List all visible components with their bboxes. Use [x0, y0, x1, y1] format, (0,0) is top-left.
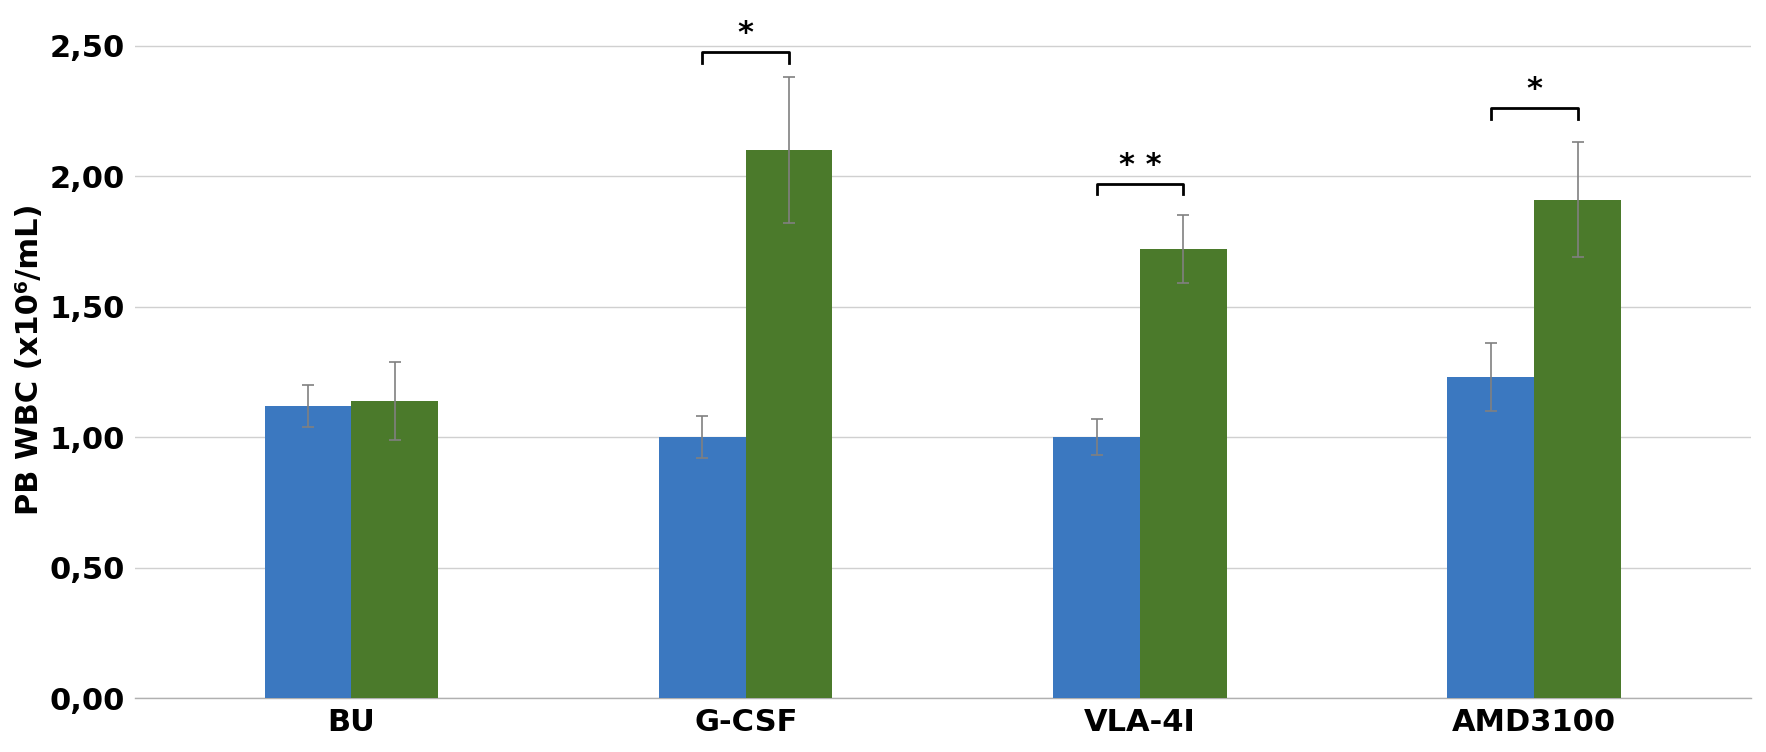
Bar [1535, 199, 1621, 699]
Text: * *: * * [1118, 151, 1162, 180]
Bar [1448, 378, 1535, 699]
Bar [351, 401, 438, 699]
Text: *: * [1526, 75, 1542, 105]
Bar [659, 437, 745, 699]
Text: *: * [738, 20, 754, 48]
Bar [265, 406, 351, 699]
Bar [1139, 249, 1227, 699]
Y-axis label: PB WBC (x10⁶/mL): PB WBC (x10⁶/mL) [14, 203, 44, 514]
Bar [1053, 437, 1139, 699]
Bar [745, 150, 832, 699]
